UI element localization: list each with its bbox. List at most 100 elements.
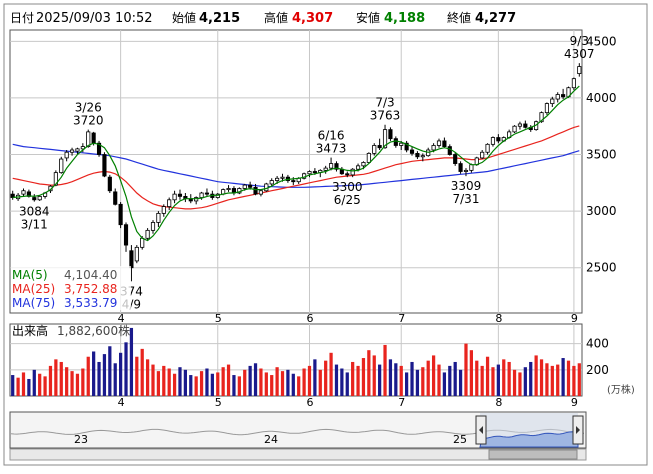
navigator-right-handle[interactable] [572,415,584,445]
ohlc-header: 日付 2025/09/03 10:52 始値 4,215 高値 4,307 安値… [10,10,516,26]
annotation-price: 3763 [370,109,401,123]
candle-body [361,162,366,167]
volume-bar [351,361,355,396]
volume-bar [70,371,74,396]
navigator-label-25: 25 [453,433,467,446]
volume-bar [275,367,279,396]
volume-bar [372,355,376,396]
candle-body [329,163,334,169]
volume-bar [437,364,441,396]
candle-body [447,146,452,155]
volume-bar [394,363,398,396]
volume-bar [318,369,322,396]
volume-bar [16,377,20,396]
legend-ma25-value: 3,752.88 [64,282,117,296]
price-x-labels: 4 5 6 7 8 9 [118,312,578,325]
price-tick-label: 4500 [586,34,617,48]
candle-body [21,190,26,195]
annotation-date: 6/16 [318,129,345,143]
volume-bar [11,375,15,396]
candle-body [571,78,576,89]
volume-bar [97,361,101,396]
candle-body [59,158,64,174]
close-label: 終値 [447,10,471,25]
volume-label: 出来高 [12,323,48,338]
candle-body [517,123,523,127]
candle-body [107,176,112,192]
volume-bar [167,368,171,396]
volume-bar [550,365,554,396]
volume-bar [264,372,268,396]
price-x-tick-label: 4 [118,312,125,325]
candle-body [269,180,274,185]
candle-body [334,163,339,170]
candle-body [123,224,129,246]
volume-tick-label: 200 [586,363,609,377]
volume-bar [464,343,468,396]
candle-body [150,222,156,231]
candle-body [442,140,447,147]
volume-bar [59,361,63,396]
volume-bar [81,368,85,396]
legend-bg [11,266,131,310]
volume-bar [302,368,306,396]
candle-body [377,145,382,149]
annotation-date: 3/11 [21,218,48,232]
volume-bar [113,363,117,396]
candle-body [156,212,161,223]
candle-body [355,165,361,170]
navigator-scrollbar-thumb[interactable] [488,449,578,460]
candle-body [512,125,517,133]
volume-x-labels: 4 5 6 7 8 9 [118,396,578,409]
navigator-scrollbar[interactable] [9,448,587,461]
candle-body [555,94,560,100]
volume-bar [307,365,312,396]
price-tick-label: 2500 [586,261,617,275]
candle-body [32,197,37,201]
navigator-label-24: 24 [264,433,278,446]
candle-body [420,155,425,158]
navigator-left-handle[interactable] [475,415,487,445]
ma5-path [12,85,580,242]
candle-body [199,192,204,198]
ma75-line [12,143,580,188]
annotation-date: 7/31 [453,192,480,206]
volume-bar [340,368,344,396]
volume-bar [291,373,295,396]
volume-x-tick-label: 8 [495,396,502,409]
candle-body [64,151,69,159]
annotation-date: 7/3 [375,96,394,110]
candle-body [80,146,85,150]
volume-bar [345,372,349,396]
candle-body [409,149,415,154]
volume-bar [518,372,522,396]
candle-body [485,143,490,153]
volume-bar [65,367,69,396]
volume-bar [405,372,409,396]
chevron-right-icon [576,426,580,434]
volume-bar [286,369,290,396]
candle-body [366,152,371,163]
volume-bar [410,361,414,396]
volume-bar [253,363,258,396]
candle-body [145,229,150,239]
volume-bar [534,355,538,396]
candle-body [561,94,566,98]
volume-bar [485,356,490,396]
candle-body [323,167,328,171]
volume-bar [43,376,47,396]
navigator-selected-area [479,431,579,448]
candle-body [550,98,555,104]
candle-body [53,172,58,186]
volume-x-tick-label: 5 [215,396,222,409]
candle-body [172,193,177,201]
volume-bar [232,375,236,396]
ma75-path [12,143,580,188]
legend-ma75-value: 3,533.79 [64,296,117,310]
volume-bar [102,354,107,396]
candle-body [523,123,528,128]
annotation-date: 9/3 [570,34,589,48]
volume-bar [415,369,420,396]
volume-bar [426,360,430,396]
price-x-tick-label: 7 [398,312,405,325]
